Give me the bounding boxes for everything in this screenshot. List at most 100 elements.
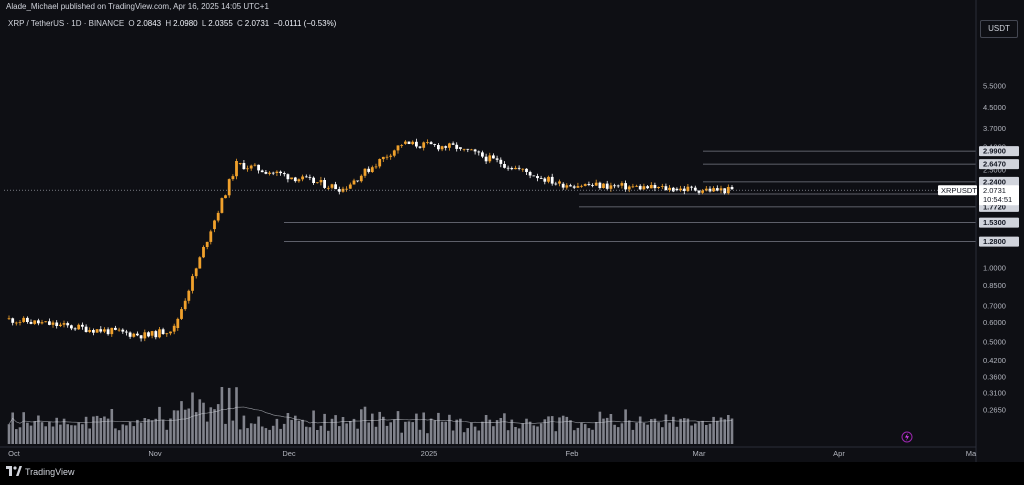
volume-bar [705, 425, 708, 444]
candle [249, 164, 253, 171]
volume-bar [88, 428, 91, 444]
candle [583, 183, 587, 187]
publisher-line: Alade_Michael published on TradingView.c… [6, 2, 269, 11]
volume-bar [532, 425, 536, 444]
volume-bar [154, 418, 158, 444]
volume-bar [367, 422, 370, 444]
volume-bar [616, 427, 620, 444]
volume-bar [48, 421, 51, 444]
candle [407, 141, 411, 145]
volume-bar [40, 422, 44, 444]
candle [176, 317, 180, 331]
volume-bar [686, 418, 690, 444]
candle [602, 183, 605, 189]
candle [569, 183, 572, 187]
candle [631, 183, 635, 189]
symbol-price-tag: XRPUSDT [938, 185, 977, 196]
candle [88, 327, 92, 334]
volume-bar [198, 399, 202, 444]
candle [385, 154, 389, 160]
candle [392, 149, 396, 158]
volume-bar [444, 421, 447, 444]
time-tick-label: Oct [8, 449, 21, 458]
volume-bar [117, 430, 121, 444]
volume-bar [605, 417, 609, 444]
volume-bar [503, 413, 506, 444]
candle [304, 174, 308, 178]
candle [609, 182, 613, 192]
candle [532, 175, 536, 177]
candle [14, 321, 18, 326]
candle [525, 168, 528, 175]
candle [594, 179, 598, 186]
legend-symbol[interactable]: XRP / TetherUS · 1D · BINANCE [8, 19, 125, 28]
candle [81, 322, 84, 330]
volume-bar [176, 410, 180, 444]
candle [649, 182, 653, 189]
candle [411, 140, 415, 146]
volume-bar [477, 430, 481, 444]
volume-bar [716, 420, 719, 444]
volume-bar [528, 421, 532, 444]
legend-close: 2.0731 [244, 19, 270, 28]
price-axis[interactable]: 5.50004.50003.70003.10002.50001.00000.85… [975, 0, 1019, 462]
price-tick-label: 0.5000 [983, 338, 1006, 347]
volume-bar [470, 422, 473, 444]
volume-bar [37, 415, 40, 444]
candle [701, 189, 704, 195]
volume-bar [448, 414, 451, 444]
volume-bar [668, 422, 671, 444]
tradingview-logo[interactable]: TradingView [6, 466, 75, 477]
price-tick-label: 0.4200 [983, 356, 1006, 365]
volume-bar [81, 424, 84, 444]
candle [693, 185, 697, 192]
volume-bar [77, 422, 80, 444]
volume-bar [360, 409, 363, 444]
candle [110, 327, 114, 337]
volume-bar [426, 433, 429, 444]
currency-button[interactable]: USDT [980, 20, 1018, 38]
candle [143, 329, 147, 342]
volume-bar [598, 411, 602, 444]
legend-close-label: C [237, 19, 243, 28]
candle [301, 174, 304, 182]
candle [473, 148, 477, 155]
volume-bar [382, 416, 385, 444]
candle [444, 145, 448, 151]
volume-bar [275, 418, 279, 444]
volume-bar [679, 418, 682, 444]
time-axis[interactable]: Oct Nov Dec 2025 Feb Mar Apr Ma [0, 446, 977, 458]
volume-bar [92, 416, 95, 444]
candle [488, 152, 492, 164]
candle [271, 171, 275, 176]
volume-bar [565, 416, 569, 444]
bolt-icon[interactable] [901, 431, 913, 443]
volume-bar [694, 423, 697, 444]
price-chart[interactable]: 5.50004.50003.70003.10002.50001.00000.85… [0, 0, 1024, 462]
volume-bar [128, 421, 132, 444]
candle [191, 273, 194, 294]
candle [426, 139, 429, 145]
volume-bar [282, 423, 286, 444]
candle [708, 186, 712, 193]
candle [653, 182, 657, 192]
volume-bar [106, 418, 110, 444]
volume-bar [727, 415, 730, 444]
volume-bar [539, 423, 543, 444]
candle [312, 176, 315, 185]
candle [330, 183, 334, 190]
volume-bar [121, 424, 125, 444]
volume-bar [455, 419, 458, 444]
candle [704, 186, 708, 192]
volume-bar [249, 423, 253, 444]
candle [396, 145, 400, 154]
volume-bar [620, 423, 624, 444]
candle [459, 147, 462, 151]
candle [11, 317, 15, 326]
price-tick-label: 4.5000 [983, 103, 1006, 112]
candle [660, 183, 664, 190]
candle [719, 185, 723, 194]
volume-bar [363, 406, 367, 444]
candle [125, 329, 128, 336]
volume-bar [550, 416, 554, 444]
